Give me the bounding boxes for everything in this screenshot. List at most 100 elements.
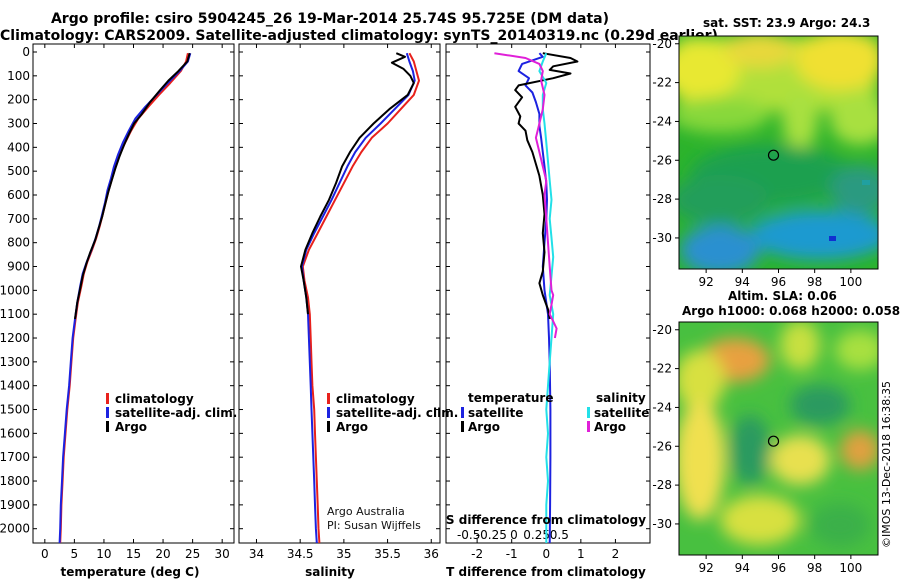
legend-label: satellite-adj. clim.: [336, 406, 458, 420]
y-tick-label: 1100: [0, 307, 30, 321]
legend-label: climatology: [115, 392, 194, 406]
x-tick-label: 34: [249, 547, 264, 561]
y-tick-label: 400: [7, 140, 30, 154]
series-line-climatology: [59, 52, 189, 543]
x-tick-label: 1: [577, 547, 585, 561]
legend-swatch-climatology: [106, 393, 109, 404]
map-y-tick-label: -22: [652, 362, 672, 376]
x-axis-label: salinity: [305, 565, 355, 579]
legend-swatch-satellite: [106, 407, 109, 418]
y-tick-label: 1400: [0, 379, 30, 393]
x-tick-label: 30: [215, 547, 230, 561]
temperature-legend: climatology satellite-adj. clim. Argo: [106, 392, 237, 434]
float-location-marker: [767, 149, 780, 161]
x-tick-label: 0: [542, 547, 550, 561]
x-tick-label: 36: [424, 547, 439, 561]
s-tick-label: 0.25: [523, 528, 550, 542]
map-y-tick-label: -28: [652, 192, 672, 206]
map-x-tick-label: 96: [771, 561, 786, 575]
y-tick-label: 1900: [0, 498, 30, 512]
map-y-tick-label: -30: [652, 517, 672, 531]
y-tick-label: 800: [7, 236, 30, 250]
legend-label: Argo: [468, 420, 500, 434]
y-tick-label: 1600: [0, 426, 30, 440]
map-x-tick-label: 92: [698, 561, 713, 575]
legend-label: satellite-adj. clim.: [115, 406, 237, 420]
y-tick-label: 1200: [0, 331, 30, 345]
map-y-tick-label: -28: [652, 478, 672, 492]
x-tick-label: 20: [155, 547, 170, 561]
series-line-s-satellite: [538, 52, 555, 543]
y-tick-label: 300: [7, 117, 30, 131]
difference-legend: temperature satellite Argo salinity sate…: [461, 391, 649, 434]
x-axis-label: T difference from climatology: [446, 565, 646, 579]
series-line-satellite-adj-clim-: [300, 52, 416, 543]
series-line-argo: [74, 52, 191, 320]
map-x-tick-label: 98: [807, 275, 822, 289]
y-tick-label: 0: [22, 45, 30, 59]
legend-swatch-t-satellite: [461, 407, 464, 418]
s-tick-label: 0: [510, 528, 518, 542]
sst-map-axes: -20 -22 -24 -26 -28 -30 92 94 96 98 100: [652, 37, 862, 289]
map-x-tick-label: 98: [807, 561, 822, 575]
sla-map: [679, 322, 878, 555]
salinity-legend: climatology satellite-adj. clim. Argo: [327, 392, 458, 434]
y-tick-label: 1500: [0, 403, 30, 417]
x-tick-label: 5: [71, 547, 79, 561]
map-x-tick-label: 96: [771, 275, 786, 289]
x-tick-label: -1: [506, 547, 518, 561]
map-x-tick-label: 100: [839, 561, 862, 575]
series-line-climatology: [301, 52, 420, 543]
x-tick-label: 10: [96, 547, 111, 561]
y-tick-label: 600: [7, 188, 30, 202]
y-tick-label: 500: [7, 164, 30, 178]
legend-heading-temperature: temperature: [468, 391, 553, 405]
map-y-tick-label: -26: [652, 439, 672, 453]
x-tick-label: 2: [612, 547, 620, 561]
s-tick-label: -0.5: [457, 528, 480, 542]
x-tick-label: 34.5: [287, 547, 314, 561]
map-y-tick-label: -30: [652, 231, 672, 245]
chart-subtitle: Climatology: CARS2009. Satellite-adjuste…: [0, 28, 718, 44]
legend-label: satellite: [468, 406, 523, 420]
series-line-s-argo: [494, 52, 558, 339]
sst-map: [679, 36, 878, 269]
y-tick-label: 100: [7, 69, 30, 83]
temperature-panel: 0100200300400500600700800900100011001200…: [0, 43, 235, 579]
s-tick-label: 0.5: [550, 528, 569, 542]
y-tick-label: 2000: [0, 522, 30, 536]
s-difference-title: S difference from climatology: [446, 513, 646, 527]
panel-frame: [445, 43, 651, 544]
sst-map-title: sat. SST: 23.9 Argo: 24.3: [703, 16, 871, 30]
series-line-t-argo: [514, 52, 579, 320]
legend-heading-salinity: salinity: [596, 391, 646, 405]
legend-swatch-argo: [106, 421, 109, 432]
legend-swatch-s-argo: [587, 421, 590, 432]
y-tick-label: 1800: [0, 474, 30, 488]
map-y-tick-label: -24: [652, 114, 672, 128]
y-tick-label: 1300: [0, 355, 30, 369]
legend-label: Argo: [594, 420, 626, 434]
legend-swatch-t-argo: [461, 421, 464, 432]
map-x-tick-label: 94: [735, 561, 750, 575]
x-tick-label: 0: [41, 547, 49, 561]
y-tick-label: 1700: [0, 450, 30, 464]
difference-panel: -2 -1 0 1 2-0.5-0.25 0 0.25 0.5T difference fro…: [445, 43, 651, 579]
map-x-tick-label: 100: [839, 275, 862, 289]
legend-swatch-satellite: [327, 407, 330, 418]
y-tick-label: 700: [7, 212, 30, 226]
map-x-tick-label: 92: [698, 275, 713, 289]
x-tick-label: 15: [126, 547, 141, 561]
map-y-tick-label: -22: [652, 76, 672, 90]
map-x-tick-label: 94: [735, 275, 750, 289]
legend-label: Argo: [336, 420, 368, 434]
x-tick-label: 35: [336, 547, 351, 561]
legend-swatch-climatology: [327, 393, 330, 404]
x-axis-label: temperature (deg C): [61, 565, 200, 579]
x-tick-label: -2: [471, 547, 483, 561]
float-location-marker: [767, 435, 780, 447]
legend-swatch-argo: [327, 421, 330, 432]
legend-label: Argo: [115, 420, 147, 434]
map-y-tick-label: -20: [652, 37, 672, 51]
